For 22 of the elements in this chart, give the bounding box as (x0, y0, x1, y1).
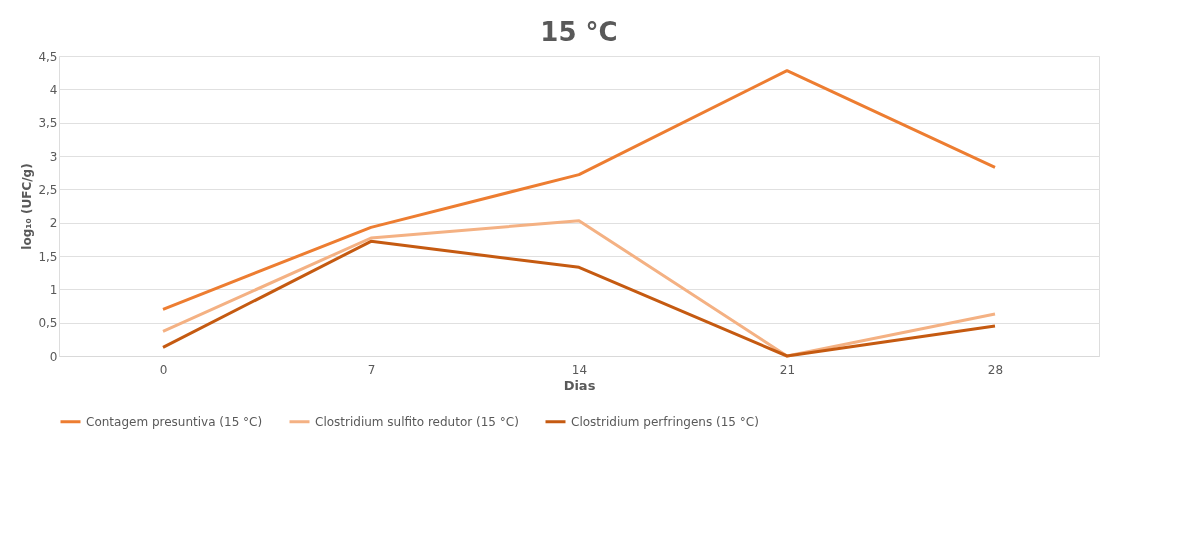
y-axis-title: log₁₀ (UFC/g) (20, 163, 35, 250)
y-tick-label: 1 (49, 282, 58, 297)
y-tick-label: 2 (49, 216, 58, 231)
legend-label: Clostridium perfringens (15 °C) (571, 414, 759, 429)
y-tick-label: 0 (49, 349, 58, 364)
x-tick-label: 28 (987, 362, 1004, 377)
x-axis-title: Dias (563, 377, 596, 393)
x-tick-label: 14 (571, 362, 588, 377)
y-tick-label: 4,5 (38, 49, 58, 64)
y-tick-label: 0,5 (38, 316, 58, 331)
y-tick-label: 3,5 (38, 116, 58, 131)
y-tick-label: 2,5 (38, 182, 58, 197)
legend-label: Clostridium sulfito redutor (15 °C) (315, 414, 519, 429)
x-tick-label: 0 (159, 362, 168, 377)
y-tick-label: 3 (49, 149, 58, 164)
chart-title: 15 °C (540, 17, 618, 47)
x-tick-label: 21 (779, 362, 796, 377)
y-tick-label: 1,5 (38, 249, 58, 264)
line-series (161, 69, 997, 311)
y-tick-label: 4 (49, 82, 58, 97)
x-tick-label: 7 (367, 362, 376, 377)
legend-label: Contagem presuntiva (15 °C) (86, 414, 263, 429)
